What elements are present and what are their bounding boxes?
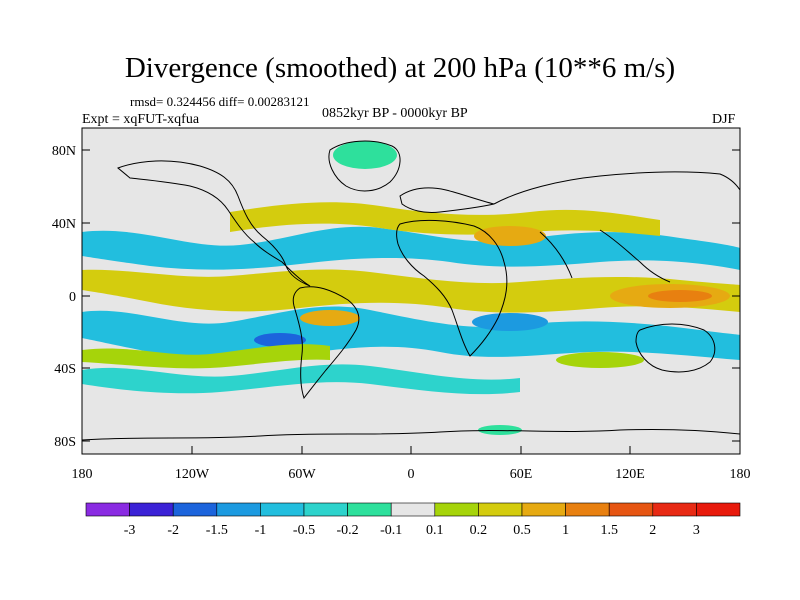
colorbar-label-0: -3 bbox=[124, 523, 136, 538]
contour-neg-atlantic bbox=[254, 333, 306, 347]
coast-europe bbox=[399, 187, 495, 213]
lon-tick-labels: 180 120W 60W 0 60E 120E 180 bbox=[72, 467, 751, 482]
chart-title: Divergence (smoothed) at 200 hPa (10**6 … bbox=[124, 52, 676, 84]
colorbar-box-0 bbox=[85, 502, 130, 517]
lat-tick-0: 0 bbox=[69, 290, 76, 305]
contour-pos-indian-south bbox=[556, 352, 644, 368]
colorbar-label-4: -0.5 bbox=[293, 523, 315, 538]
contour-pos-south bbox=[82, 344, 330, 369]
lat-tick-80n: 80N bbox=[52, 144, 76, 159]
colorbar-label-6: -0.1 bbox=[380, 523, 402, 538]
lat-tick-marks bbox=[82, 149, 740, 442]
colorbar-box-4 bbox=[260, 502, 305, 517]
period-label: 0852kyr BP - 0000kyr BP bbox=[322, 106, 468, 121]
colorbar-box-1 bbox=[129, 502, 174, 517]
colorbar-box-14 bbox=[696, 502, 741, 517]
coast-asia bbox=[493, 171, 740, 283]
coast-greenland bbox=[328, 140, 401, 192]
lon-tick-120w: 120W bbox=[175, 467, 210, 482]
lat-tick-40n: 40N bbox=[52, 217, 76, 232]
contour-neg-band-central bbox=[82, 306, 740, 361]
colorbar-labels: -3 -2 -1.5 -1 -0.5 -0.2 -0.1 0.1 0.2 0.5 1 1.5 2 3 bbox=[124, 523, 700, 538]
colorbar-box-9 bbox=[478, 502, 523, 517]
colorbar-box-5 bbox=[303, 502, 348, 517]
colorbar-label-7: 0.1 bbox=[426, 523, 444, 538]
coast-north-america bbox=[117, 160, 311, 287]
lat-tick-40s: 40S bbox=[54, 362, 76, 377]
colorbar-label-1: -2 bbox=[167, 523, 179, 538]
lat-tick-labels: 80N 40N 0 40S 80S bbox=[52, 144, 76, 450]
colorbar-label-10: 1 bbox=[562, 523, 569, 538]
lon-tick-120e: 120E bbox=[615, 467, 645, 482]
lat-tick-80s: 80S bbox=[54, 435, 76, 450]
coast-antarctica bbox=[82, 428, 740, 441]
coast-south-america bbox=[292, 286, 360, 400]
season-label: DJF bbox=[712, 112, 736, 127]
lon-tick-180e: 180 bbox=[730, 467, 751, 482]
contour-neg-greenland bbox=[333, 141, 397, 169]
colorbar-label-8: 0.2 bbox=[470, 523, 488, 538]
colorbar-box-3 bbox=[216, 502, 261, 517]
lon-tick-180w: 180 bbox=[72, 467, 93, 482]
lon-tick-0: 0 bbox=[408, 467, 415, 482]
experiment-label: Expt = xqFUT-xqfua bbox=[82, 112, 200, 127]
coast-australia bbox=[635, 323, 716, 373]
contour-pos-warmpool-core bbox=[648, 290, 712, 302]
colorbar-box-11 bbox=[565, 502, 610, 517]
lon-tick-marks bbox=[81, 446, 741, 454]
lon-tick-60w: 60W bbox=[288, 467, 316, 482]
colorbar-label-12: 2 bbox=[649, 523, 656, 538]
contour-pos-southamerica bbox=[300, 310, 360, 326]
colorbar-label-5: -0.2 bbox=[337, 523, 359, 538]
contour-pos-africa bbox=[474, 226, 546, 246]
contour-pos-antarctic bbox=[478, 425, 522, 435]
colorbar-label-3: -1 bbox=[255, 523, 267, 538]
colorbar-label-11: 1.5 bbox=[600, 523, 618, 538]
contour-pos-band-equator bbox=[82, 269, 740, 313]
colorbar-box-8 bbox=[434, 502, 479, 517]
colorbar-box-12 bbox=[608, 502, 654, 517]
coastlines bbox=[82, 140, 740, 441]
colorbar-label-13: 3 bbox=[693, 523, 700, 538]
colorbar-label-9: 0.5 bbox=[513, 523, 531, 538]
colorbar-box-2 bbox=[172, 502, 218, 517]
lon-tick-60e: 60E bbox=[510, 467, 533, 482]
contour-neg-indian bbox=[472, 313, 548, 331]
colorbar-label-2: -1.5 bbox=[206, 523, 228, 538]
contour-neg-band-north bbox=[82, 226, 740, 270]
colorbar-box-6 bbox=[347, 502, 392, 517]
colorbar-box-7 bbox=[390, 502, 436, 517]
coast-africa bbox=[396, 219, 508, 357]
colorbar-box-13 bbox=[652, 502, 697, 517]
colorbar bbox=[85, 502, 741, 517]
colorbar-box-10 bbox=[521, 502, 566, 517]
stats-label: rmsd= 0.324456 diff= 0.00283121 bbox=[130, 94, 310, 109]
divergence-field bbox=[82, 141, 740, 435]
contour-pos-band-north bbox=[230, 202, 660, 236]
